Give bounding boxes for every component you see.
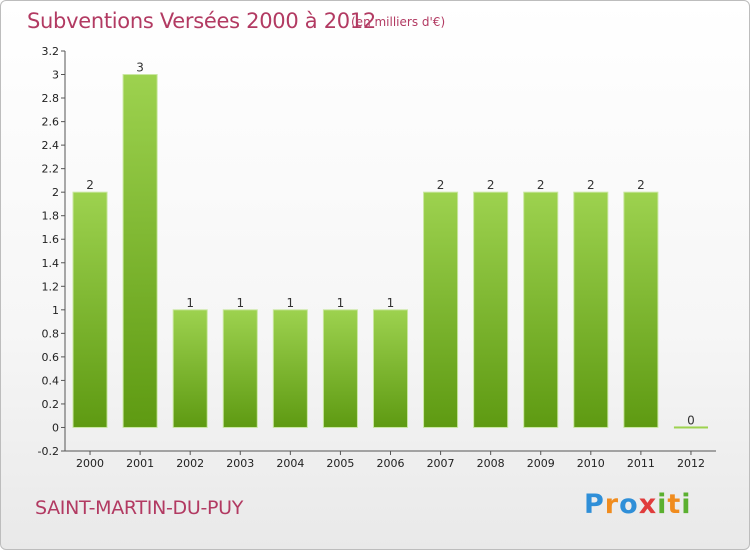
data-label: 1	[387, 296, 395, 310]
data-label: 1	[186, 296, 194, 310]
x-tick-label: 2008	[477, 457, 505, 470]
bar	[122, 74, 158, 428]
bar	[623, 191, 659, 428]
y-tick-label: 1	[52, 304, 59, 317]
y-tick-label: 0	[52, 421, 59, 434]
x-tick-label: 2000	[76, 457, 104, 470]
bar	[573, 191, 609, 428]
bar	[473, 191, 509, 428]
y-tick-label: 0.2	[42, 398, 60, 411]
data-label: 2	[637, 178, 645, 192]
y-tick-label: 2.4	[42, 139, 60, 152]
x-tick-label: 2012	[677, 457, 705, 470]
proxiti-logo: Proxiti	[584, 489, 692, 520]
x-tick-label: 2007	[427, 457, 455, 470]
data-label: 2	[487, 178, 495, 192]
x-tick-label: 2006	[377, 457, 405, 470]
data-label: 0	[687, 413, 695, 427]
data-label: 1	[337, 296, 345, 310]
x-tick-label: 2009	[527, 457, 555, 470]
data-label: 2	[86, 178, 94, 192]
data-label: 2	[437, 178, 445, 192]
x-tick-label: 2011	[627, 457, 655, 470]
y-tick-label: 2.8	[42, 92, 60, 105]
y-tick-label: 1.6	[42, 233, 60, 246]
x-tick-label: 2001	[126, 457, 154, 470]
x-tick-label: 2002	[176, 457, 204, 470]
data-label: 2	[537, 178, 545, 192]
bar	[172, 309, 208, 428]
y-tick-label: 0.6	[42, 351, 60, 364]
chart-title: Subventions Versées 2000 à 2012	[27, 9, 376, 33]
y-tick-label: 1.2	[42, 280, 60, 293]
x-tick-label: 2005	[326, 457, 354, 470]
x-tick-label: 2003	[226, 457, 254, 470]
place-name: SAINT-MARTIN-DU-PUY	[35, 497, 244, 519]
y-tick-label: -0.2	[38, 445, 59, 458]
y-tick-label: 2	[52, 186, 59, 199]
x-tick-label: 2010	[577, 457, 605, 470]
bar	[423, 191, 459, 428]
data-label: 2	[587, 178, 595, 192]
x-tick-label: 2004	[276, 457, 304, 470]
y-tick-label: 2.6	[42, 116, 60, 129]
chart-subtitle: (en milliers d'€)	[351, 15, 446, 29]
data-label: 1	[236, 296, 244, 310]
bar	[272, 309, 308, 428]
y-tick-label: 2.2	[42, 163, 60, 176]
bar	[72, 191, 108, 428]
bar	[523, 191, 559, 428]
bar	[673, 426, 708, 429]
bar	[322, 309, 358, 428]
bar	[222, 309, 258, 428]
data-label: 3	[136, 61, 144, 75]
data-label: 1	[287, 296, 295, 310]
y-tick-label: 3.2	[42, 45, 60, 58]
y-tick-label: 1.4	[42, 257, 60, 270]
y-tick-label: 0.8	[42, 327, 60, 340]
y-tick-label: 0.4	[42, 374, 60, 387]
y-tick-label: 1.8	[42, 210, 60, 223]
bar	[372, 309, 409, 428]
y-tick-label: 3	[52, 69, 59, 82]
